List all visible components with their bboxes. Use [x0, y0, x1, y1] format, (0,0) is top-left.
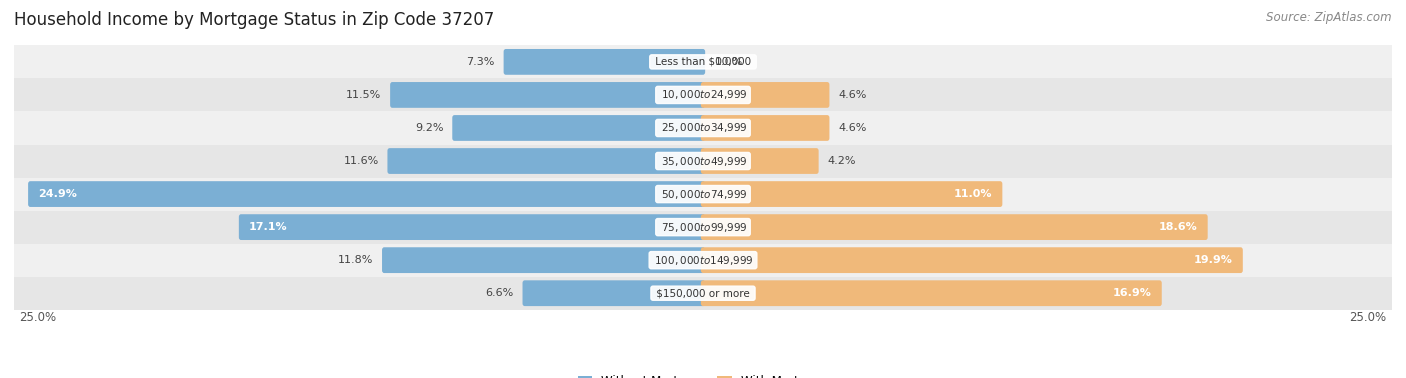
Text: $25,000 to $34,999: $25,000 to $34,999: [658, 121, 748, 135]
FancyBboxPatch shape: [523, 280, 706, 306]
Text: 9.2%: 9.2%: [415, 123, 444, 133]
Bar: [14, 112, 1392, 144]
Bar: [14, 244, 1392, 277]
Text: Household Income by Mortgage Status in Zip Code 37207: Household Income by Mortgage Status in Z…: [14, 11, 495, 29]
Text: 24.9%: 24.9%: [38, 189, 77, 199]
Text: $150,000 or more: $150,000 or more: [652, 288, 754, 298]
Text: 6.6%: 6.6%: [485, 288, 513, 298]
FancyBboxPatch shape: [700, 214, 1208, 240]
Text: 4.2%: 4.2%: [827, 156, 856, 166]
FancyBboxPatch shape: [700, 82, 830, 108]
Text: 18.6%: 18.6%: [1159, 222, 1198, 232]
Text: $35,000 to $49,999: $35,000 to $49,999: [658, 155, 748, 167]
FancyBboxPatch shape: [239, 214, 706, 240]
FancyBboxPatch shape: [388, 148, 706, 174]
Text: 11.5%: 11.5%: [346, 90, 381, 100]
Text: Less than $10,000: Less than $10,000: [652, 57, 754, 67]
Text: $75,000 to $99,999: $75,000 to $99,999: [658, 221, 748, 234]
FancyBboxPatch shape: [28, 181, 706, 207]
Text: 17.1%: 17.1%: [249, 222, 288, 232]
Text: 11.8%: 11.8%: [337, 255, 374, 265]
Text: 0.0%: 0.0%: [714, 57, 742, 67]
Text: $50,000 to $74,999: $50,000 to $74,999: [658, 187, 748, 201]
Text: $10,000 to $24,999: $10,000 to $24,999: [658, 88, 748, 101]
Bar: [14, 45, 1392, 78]
Bar: [14, 144, 1392, 178]
FancyBboxPatch shape: [503, 49, 706, 75]
Bar: [14, 178, 1392, 211]
FancyBboxPatch shape: [389, 82, 706, 108]
FancyBboxPatch shape: [700, 247, 1243, 273]
FancyBboxPatch shape: [700, 148, 818, 174]
Text: 11.6%: 11.6%: [343, 156, 378, 166]
Bar: [14, 211, 1392, 244]
FancyBboxPatch shape: [700, 115, 830, 141]
FancyBboxPatch shape: [453, 115, 706, 141]
FancyBboxPatch shape: [700, 181, 1002, 207]
Text: 7.3%: 7.3%: [467, 57, 495, 67]
Text: 25.0%: 25.0%: [20, 310, 56, 324]
Text: 25.0%: 25.0%: [1350, 310, 1386, 324]
Legend: Without Mortgage, With Mortgage: Without Mortgage, With Mortgage: [574, 370, 832, 378]
Bar: [14, 78, 1392, 112]
FancyBboxPatch shape: [700, 280, 1161, 306]
Text: 4.6%: 4.6%: [838, 123, 866, 133]
Text: $100,000 to $149,999: $100,000 to $149,999: [651, 254, 755, 266]
Text: 11.0%: 11.0%: [953, 189, 993, 199]
FancyBboxPatch shape: [382, 247, 706, 273]
Text: 16.9%: 16.9%: [1112, 288, 1152, 298]
Text: 4.6%: 4.6%: [838, 90, 866, 100]
Text: 19.9%: 19.9%: [1194, 255, 1233, 265]
Text: Source: ZipAtlas.com: Source: ZipAtlas.com: [1267, 11, 1392, 24]
Bar: [14, 277, 1392, 310]
